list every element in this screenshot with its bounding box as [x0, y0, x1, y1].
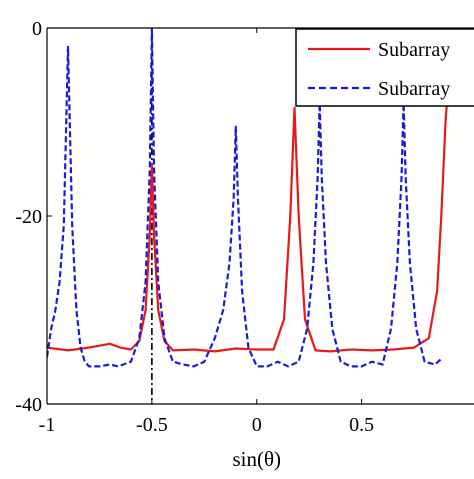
x-tick-label: 0.5 — [349, 414, 374, 436]
x-axis-label: sin(θ) — [232, 447, 281, 471]
series-line-1 — [47, 28, 443, 368]
legend-label-0: Subarray — [378, 39, 450, 61]
x-tick-label: -0.5 — [136, 414, 168, 436]
y-tick-label: 0 — [32, 18, 42, 40]
legend-box — [295, 28, 474, 107]
y-tick-label: -40 — [15, 394, 42, 416]
x-tick-label: 0 — [252, 414, 262, 436]
y-tick-label: -20 — [15, 206, 42, 228]
legend-label-1: Subarray — [378, 78, 450, 100]
x-tick-label: -1 — [39, 414, 56, 436]
